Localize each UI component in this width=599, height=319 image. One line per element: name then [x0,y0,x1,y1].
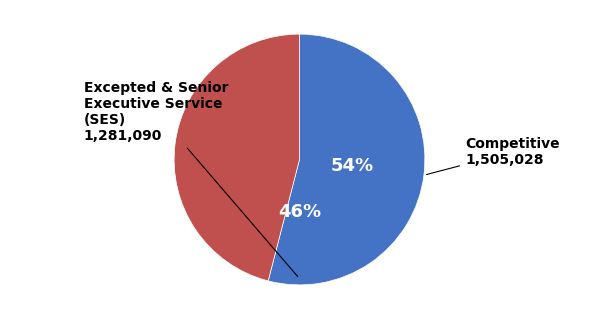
Text: 46%: 46% [278,203,321,221]
Text: 54%: 54% [330,157,373,175]
Text: Competitive
1,505,028: Competitive 1,505,028 [426,137,559,174]
Wedge shape [174,34,300,281]
Text: Excepted & Senior
Executive Service
(SES)
1,281,090: Excepted & Senior Executive Service (SES… [84,81,298,277]
Wedge shape [268,34,425,285]
